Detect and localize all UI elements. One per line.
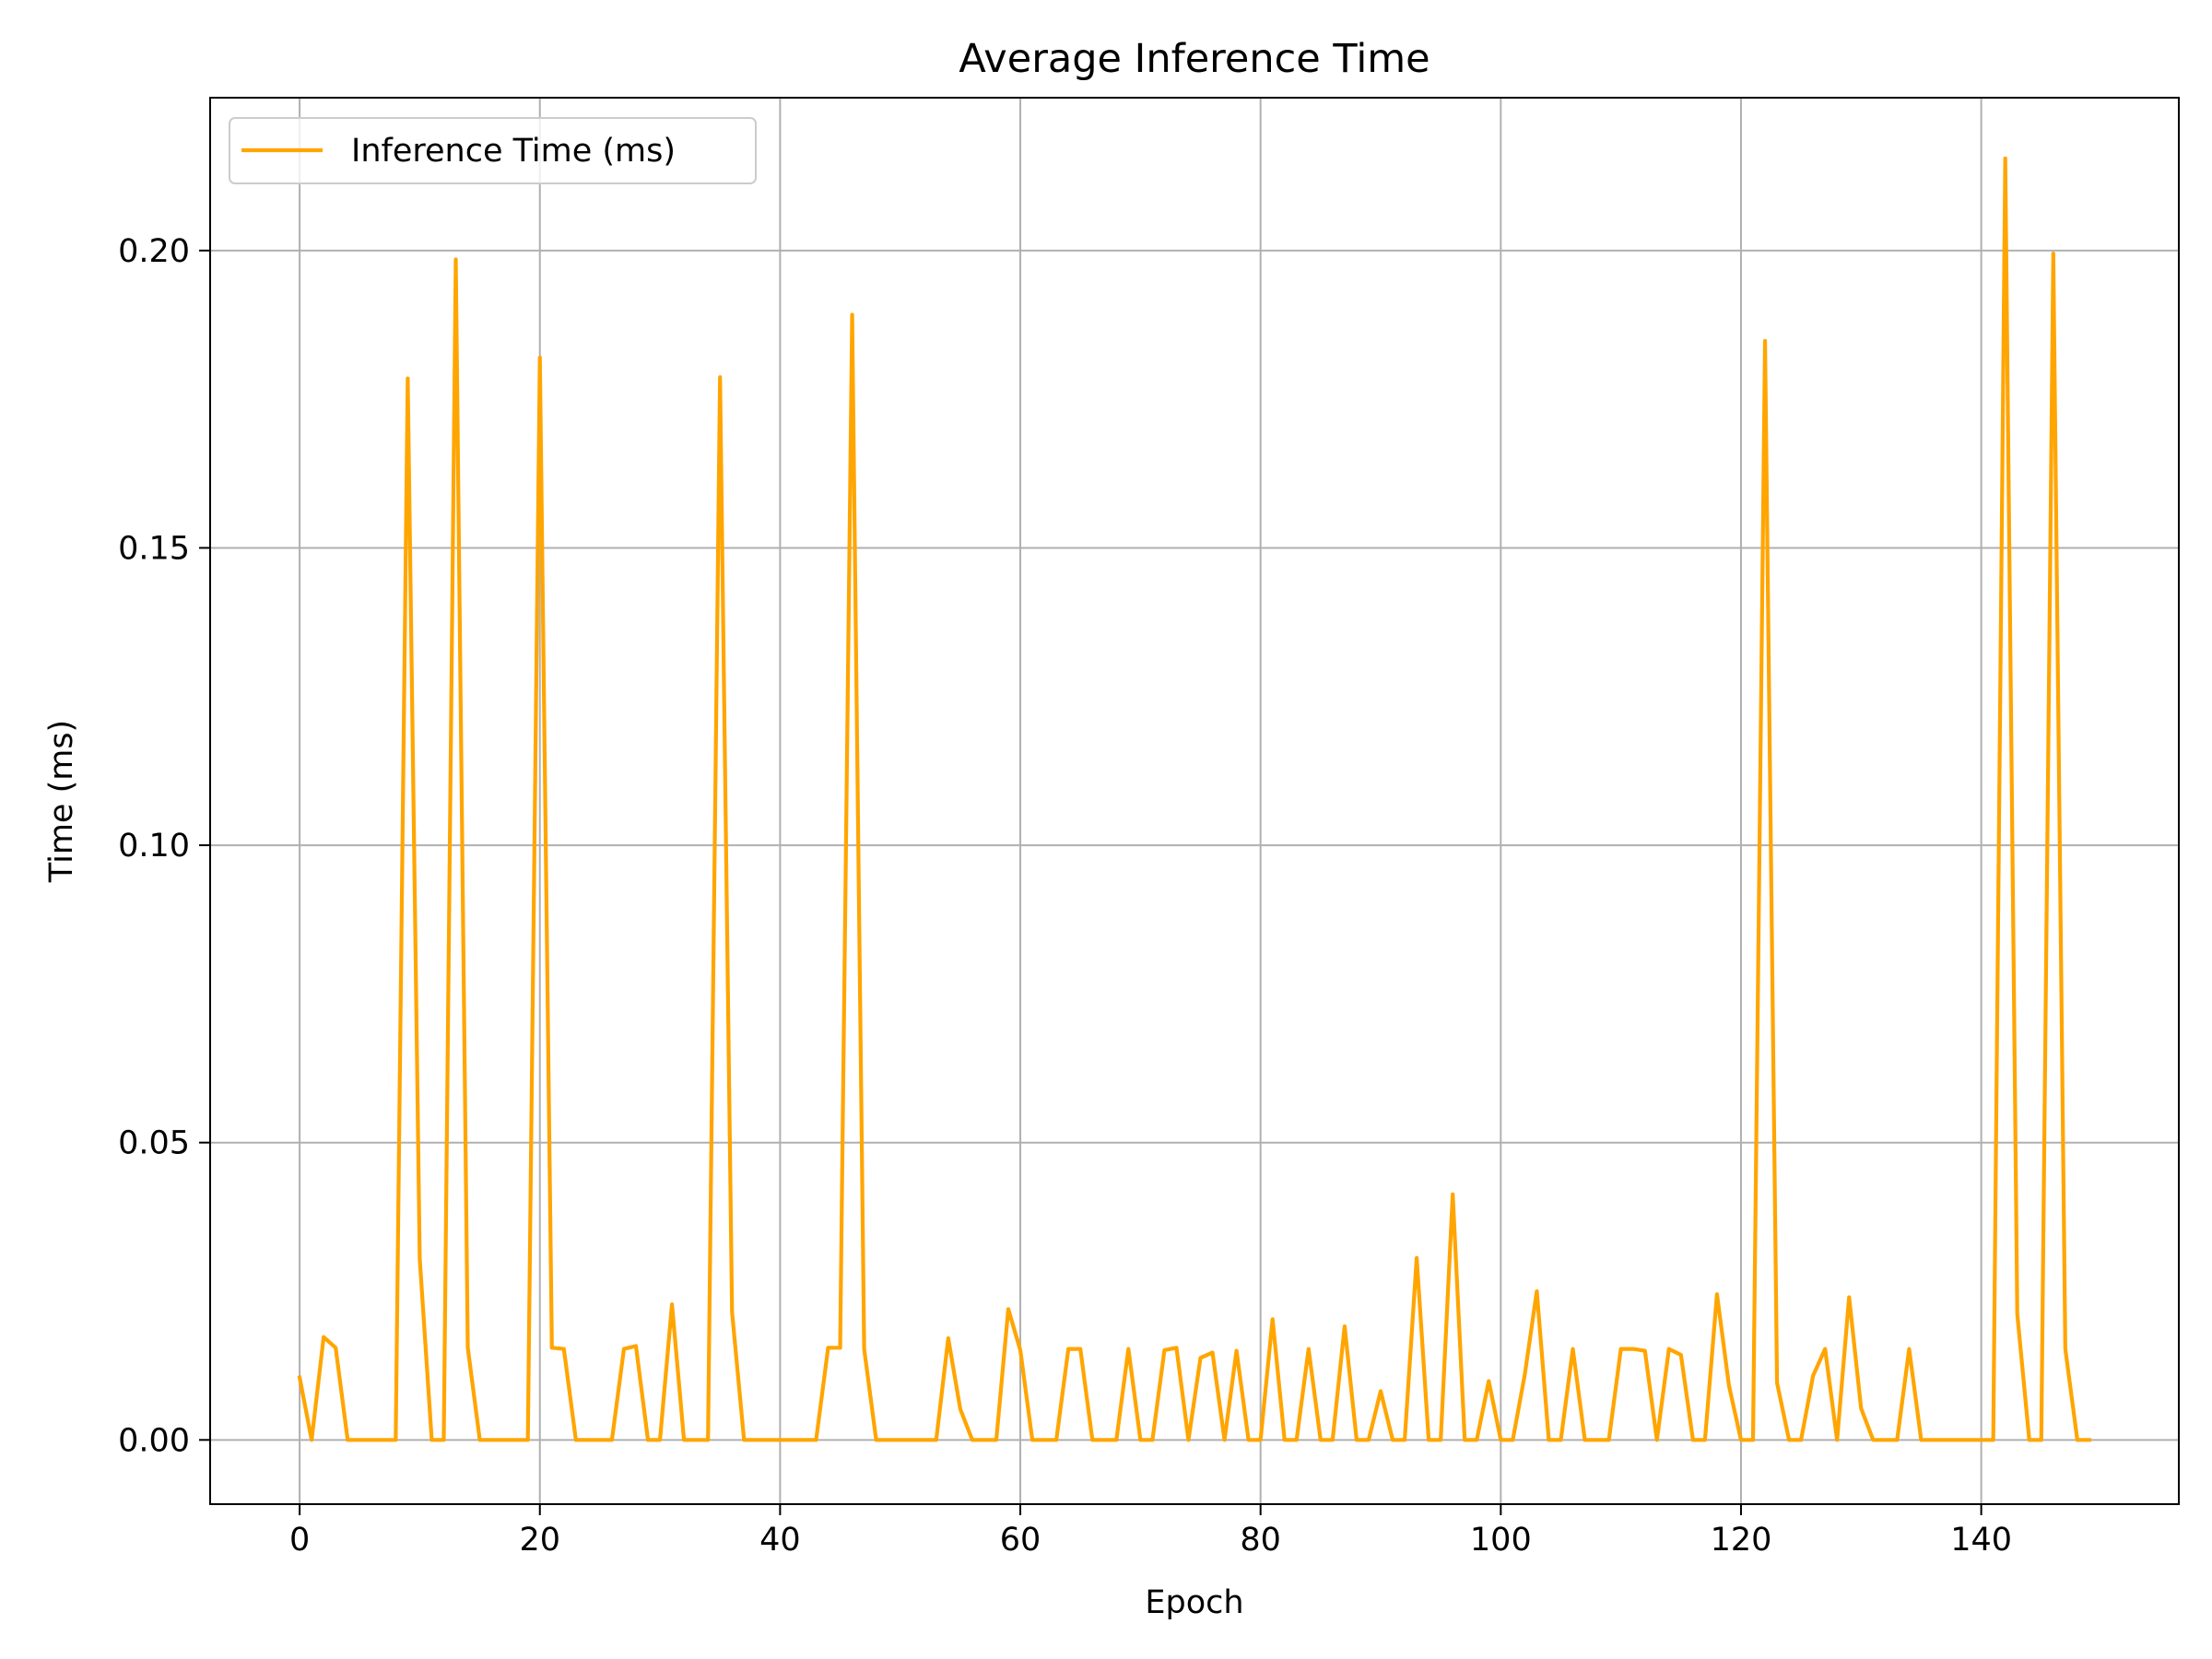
y-tick-label-1: 0.05 (118, 1125, 190, 1162)
legend-label: Inference Time (ms) (351, 133, 676, 170)
plot-area (210, 98, 2179, 1504)
x-tick-label-2: 40 (759, 1522, 801, 1559)
axes-frame (209, 97, 2180, 1505)
x-tick-label-5: 100 (1470, 1522, 1532, 1559)
y-tick-label-3: 0.15 (118, 530, 190, 567)
legend: Inference Time (ms) (229, 117, 757, 184)
y-tick-label-2: 0.10 (118, 828, 190, 865)
chart-title: Average Inference Time (959, 36, 1430, 82)
y-axis-label: Time (ms) (43, 720, 80, 883)
x-tick-label-1: 20 (519, 1522, 560, 1559)
x-axis-label: Epoch (1145, 1584, 1243, 1621)
y-tick-label-4: 0.20 (118, 233, 190, 270)
y-tick-label-0: 0.00 (118, 1422, 190, 1459)
x-tick-label-7: 140 (1950, 1522, 2012, 1559)
x-tick-label-4: 80 (1240, 1522, 1281, 1559)
x-tick-label-6: 120 (1711, 1522, 1772, 1559)
x-tick-label-0: 0 (289, 1522, 310, 1559)
series-line-0 (297, 156, 2092, 1442)
legend-box (229, 117, 757, 184)
x-tick-label-3: 60 (1000, 1522, 1041, 1559)
